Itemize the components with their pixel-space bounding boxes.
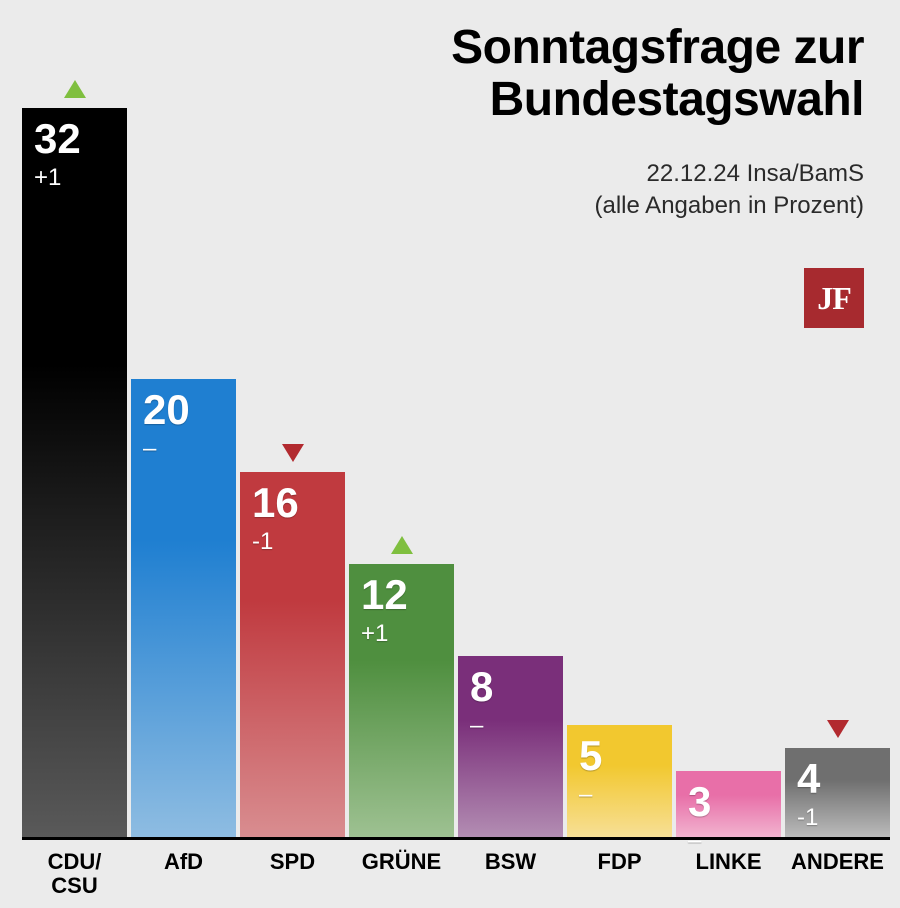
- x-axis-label: GRÜNE: [349, 842, 454, 898]
- bar-0: 32 +1: [22, 80, 127, 840]
- bars-container: 32 +1 20 – 16 -1 12 +1 8 – 5 – 3: [22, 80, 890, 840]
- trend-indicator-icon: [349, 536, 454, 558]
- bar-value: 5: [579, 735, 660, 777]
- bar-1: 20 –: [131, 80, 236, 840]
- bar-rect: 4 -1: [785, 748, 890, 840]
- bar-2: 16 -1: [240, 80, 345, 840]
- x-axis-label: BSW: [458, 842, 563, 898]
- bar-delta: –: [470, 714, 551, 738]
- bar-delta: +1: [361, 622, 442, 646]
- bar-rect: 20 –: [131, 379, 236, 840]
- bar-delta: -1: [252, 530, 333, 554]
- x-axis-label: FDP: [567, 842, 672, 898]
- trend-indicator-icon: [567, 697, 672, 719]
- bar-value: 4: [797, 758, 878, 800]
- x-axis-label: AfD: [131, 842, 236, 898]
- bar-6: 3 –: [676, 80, 781, 840]
- x-axis-label: CDU/ CSU: [22, 842, 127, 898]
- bar-rect: 16 -1: [240, 472, 345, 840]
- trend-indicator-icon: [458, 628, 563, 650]
- bar-delta: -1: [797, 806, 878, 830]
- x-axis-label: LINKE: [676, 842, 781, 898]
- x-axis-label: ANDERE: [785, 842, 890, 898]
- chart-title-line1: Sonntagsfrage zur: [451, 22, 864, 74]
- bar-5: 5 –: [567, 80, 672, 840]
- bar-delta: –: [143, 437, 224, 461]
- trend-indicator-icon: [676, 743, 781, 765]
- x-axis-label: SPD: [240, 842, 345, 898]
- bar-3: 12 +1: [349, 80, 454, 840]
- bar-rect: 8 –: [458, 656, 563, 840]
- bar-rect: 32 +1: [22, 108, 127, 840]
- chart-baseline: [22, 837, 890, 840]
- trend-indicator-icon: [131, 351, 236, 373]
- bar-delta: –: [579, 783, 660, 807]
- bar-value: 3: [688, 781, 769, 823]
- trend-indicator-icon: [240, 444, 345, 466]
- bar-rect: 5 –: [567, 725, 672, 840]
- bar-value: 12: [361, 574, 442, 616]
- trend-indicator-icon: [22, 80, 127, 102]
- bar-value: 20: [143, 389, 224, 431]
- x-axis-labels: CDU/ CSUAfDSPDGRÜNEBSWFDPLINKEANDERE: [22, 842, 890, 898]
- bar-delta: +1: [34, 166, 115, 190]
- bar-value: 16: [252, 482, 333, 524]
- bar-4: 8 –: [458, 80, 563, 840]
- bar-rect: 12 +1: [349, 564, 454, 840]
- bar-7: 4 -1: [785, 80, 890, 840]
- trend-indicator-icon: [785, 720, 890, 742]
- poll-bar-chart: 32 +1 20 – 16 -1 12 +1 8 – 5 – 3: [22, 80, 890, 840]
- bar-rect: 3 –: [676, 771, 781, 840]
- bar-value: 32: [34, 118, 115, 160]
- bar-value: 8: [470, 666, 551, 708]
